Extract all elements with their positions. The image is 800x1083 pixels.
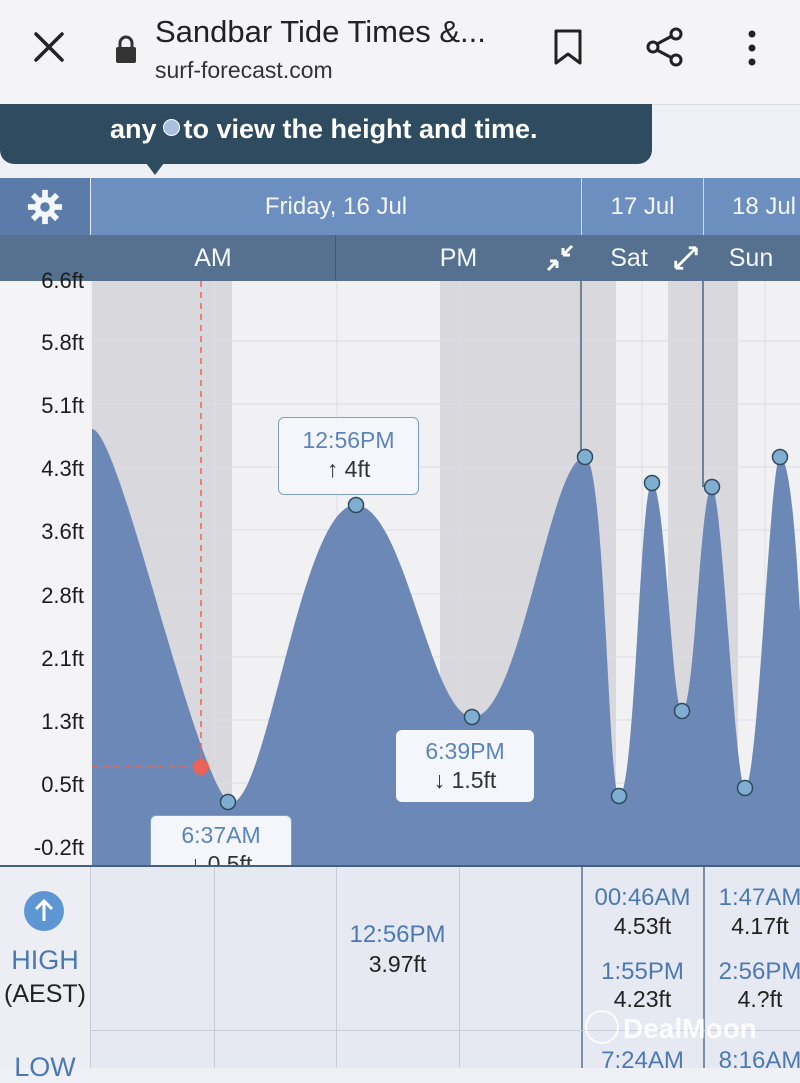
high-height-sat-1: 4.53ft [613,913,672,939]
y-tick-label: 5.1ft [41,393,84,418]
y-axis: 6.6ft 5.8ft 5.1ft 4.3ft 3.6ft 2.8ft 2.1f… [0,268,90,865]
arrow-down-icon: ↓ [189,851,202,877]
half-day-header: AM PM Sat Sun [0,235,800,281]
high-height-sat-2: 4.23ft [613,986,672,1012]
arrow-down-icon: ↓ [433,767,446,793]
y-tick-label: 1.3ft [41,709,84,734]
gear-icon [27,189,63,225]
tab-sat[interactable]: Sat [610,244,648,272]
tab-pm[interactable]: PM [439,244,478,272]
tide-point[interactable] [771,448,789,466]
tide-point[interactable] [610,787,628,805]
high-time-sun-1: 1:47AM [718,884,800,911]
callout-time: 12:56PM [302,427,395,453]
low-time-sat: 7:24AM [601,1047,684,1074]
high-height-fri: 3.97ft [368,951,427,977]
day-friday: Friday, 16 Jul [264,193,408,220]
tooltip-text-after: to view the height and time. [183,114,538,144]
tide-point[interactable] [219,793,237,811]
collapse-icon[interactable] [545,243,575,273]
tide-area[interactable] [92,429,800,865]
page-title: Sandbar Tide Times &... [155,14,486,49]
callout-low-pm: 6:39PM ↓ 1.5ft [396,730,534,802]
y-tick-label: 2.8ft [41,583,84,608]
page-url[interactable]: surf-forecast.com [155,57,333,83]
high-tide-icon [24,891,64,931]
column-divider [581,867,583,1068]
bookmark-icon[interactable] [552,28,584,66]
low-label: LOW [14,1052,76,1082]
tab-am[interactable]: AM [194,244,232,272]
tooltip-text-before: any [110,114,157,144]
y-tick-label: -0.2ft [33,835,84,860]
timezone-label: (AEST) [4,980,86,1008]
high-time-fri: 12:56PM [349,921,446,948]
high-time-sun-2: 2:56PM [718,958,800,985]
tide-plot[interactable] [0,281,800,865]
tide-chart[interactable]: 6.6ft 5.8ft 5.1ft 4.3ft 3.6ft 2.8ft 2.1f… [0,268,800,889]
column-divider [336,867,337,1068]
tide-point[interactable] [576,448,594,466]
callout-time: 6:37AM [181,822,261,848]
callout-time: 6:39PM [425,738,505,764]
tide-point[interactable] [643,474,661,492]
tide-point[interactable] [703,478,721,496]
tide-point[interactable] [347,496,365,514]
tide-table: HIGH (AEST) LOW 12:56PM 3.97ft 00:46AM 4… [0,865,800,1082]
high-label: HIGH [11,945,79,975]
cursor-point[interactable] [193,759,209,775]
high-time-sat-2: 1:55PM [601,958,684,985]
row-divider [90,1030,800,1031]
tab-sun[interactable]: Sun [728,244,774,272]
callout-height: 1.5ft [451,767,497,793]
day-sat: 17 Jul [610,193,675,220]
expand-icon[interactable] [672,244,700,272]
watermark: DealMoon [585,1010,757,1045]
lock-icon [116,35,136,63]
high-time-sat-1: 00:46AM [594,884,691,911]
y-tick-label: 2.1ft [41,646,84,671]
tooltip-arrow [146,163,164,175]
y-tick-label: 5.8ft [41,330,84,355]
y-tick-label: 4.3ft [41,456,84,481]
more-menu-icon[interactable] [742,28,762,68]
y-tick-label: 0.5ft [41,772,84,797]
column-divider [214,867,215,1068]
close-icon[interactable] [32,30,66,64]
watermark-text: DealMoon [623,1013,757,1044]
row-header: HIGH (AEST) LOW [0,867,91,1082]
arrow-up-icon: ↑ [326,456,339,482]
day-header: Friday, 16 Jul 17 Jul 18 Jul [0,178,800,235]
day-sun: 18 Jul [731,193,797,220]
settings-button[interactable] [0,178,91,235]
y-tick-label: 6.6ft [41,268,84,293]
high-height-sun-1: 4.17ft [731,913,789,939]
low-time-sun: 8:16AM [718,1047,800,1074]
column-divider [459,867,460,1068]
high-height-sun-2: 4.?ft [737,986,783,1012]
divider [703,178,704,281]
dot-icon [162,119,180,136]
tide-point[interactable] [463,708,481,726]
tide-point[interactable] [736,779,754,797]
share-icon[interactable] [644,26,686,68]
tide-point[interactable] [673,702,691,720]
dealmoon-logo-icon [585,1010,619,1044]
callout-height: 4ft [344,456,371,482]
callout-high: 12:56PM ↑ 4ft [278,417,419,495]
y-tick-label: 3.6ft [41,519,84,544]
column-divider [703,867,705,1068]
browser-toolbar: Sandbar Tide Times &... surf-forecast.co… [0,0,800,105]
tooltip-banner: any to view the height and time. [0,104,652,164]
divider [335,235,336,281]
divider [581,178,582,281]
